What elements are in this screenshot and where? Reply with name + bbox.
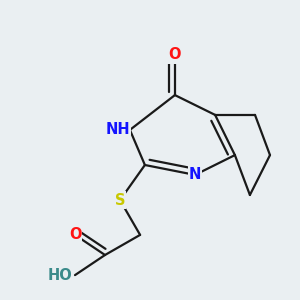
Text: NH: NH (105, 122, 130, 137)
Text: HO: HO (47, 268, 72, 283)
Text: O: O (69, 227, 81, 242)
Text: N: N (189, 167, 201, 182)
Text: O: O (169, 47, 181, 62)
Text: S: S (115, 193, 125, 208)
